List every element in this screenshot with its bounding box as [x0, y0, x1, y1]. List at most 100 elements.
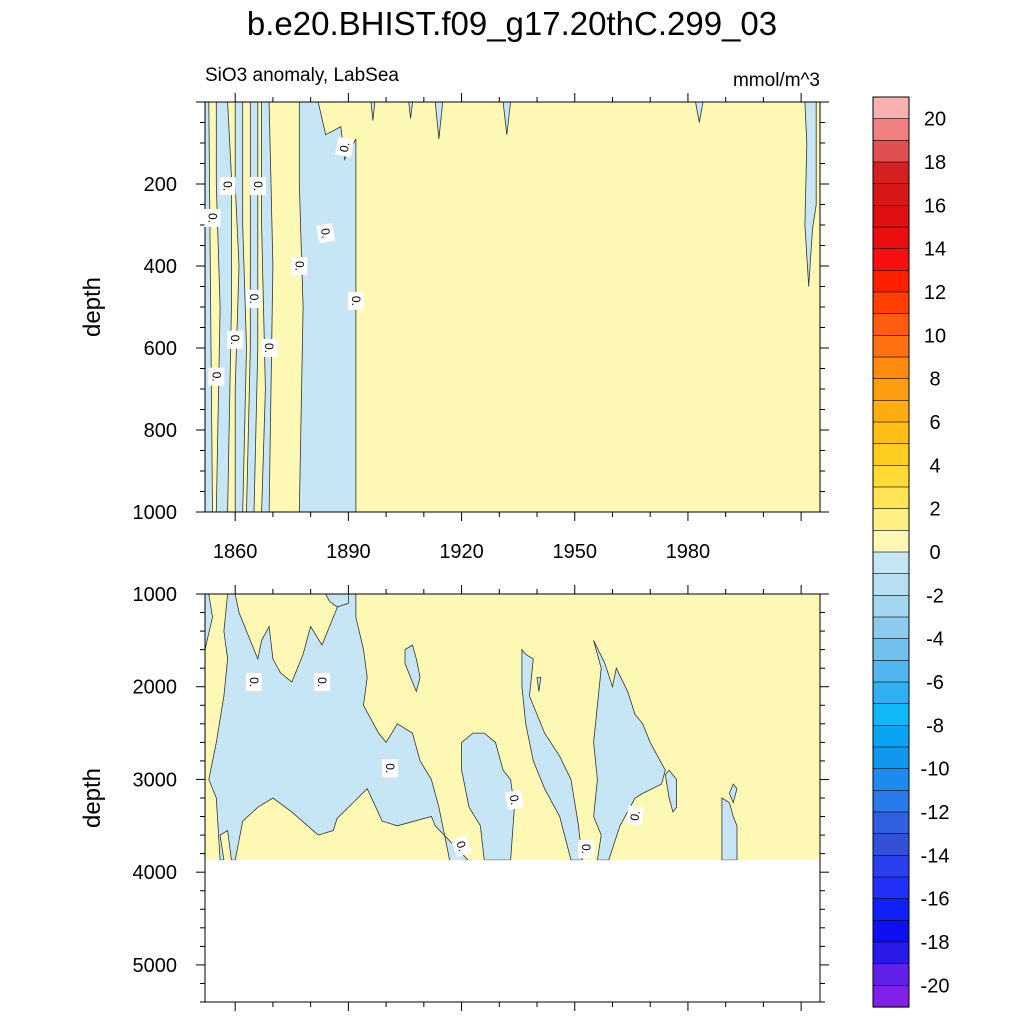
upper-depth-panel: 1860 1890 1920 1950 1980 200 400 600 800 1000 dept…: [79, 93, 829, 563]
colorbar-swatch: [872, 790, 910, 813]
contour-label: 0.: [316, 222, 336, 244]
contour-label-text: 0.: [206, 213, 220, 223]
colorbar-swatch: [872, 226, 910, 250]
contour-label: 0.: [249, 177, 266, 196]
negative-anomaly-region: [434, 102, 444, 139]
x-tick-label: 1890: [326, 541, 371, 563]
positive-anomaly-field: [205, 102, 820, 512]
contour-label-background: [208, 367, 225, 386]
colorbar-swatch: [872, 140, 910, 163]
negative-anomaly-region: [728, 783, 738, 804]
y-axis-label: depth: [79, 277, 106, 337]
colorbar-swatch: [872, 833, 910, 856]
colorbar-tick-label: -14: [921, 845, 950, 867]
colorbar-tick-label: 18: [924, 152, 946, 174]
colorbar-swatch: [872, 421, 910, 445]
colorbar-tick-label: -4: [926, 629, 944, 651]
contour-label-text: 0.: [337, 141, 353, 153]
y-tick-label: 1000: [133, 584, 178, 606]
contour-label-background: [204, 209, 221, 227]
contour-label-background: [249, 177, 266, 196]
contour-label-text: 0.: [579, 844, 593, 854]
colorbar-swatch: [872, 746, 910, 770]
contour-label-background: [291, 257, 308, 275]
colorbar-swatch: [872, 465, 910, 488]
negative-anomaly-region: [370, 102, 376, 121]
colorbar-swatch: [872, 291, 910, 315]
contour-label: 0.: [347, 291, 364, 310]
y-tick-label: 5000: [133, 955, 178, 977]
contour-label-text: 0.: [209, 372, 223, 382]
negative-anomaly-region: [408, 102, 413, 119]
colorbar-tick-label: -16: [921, 889, 950, 911]
colorbar-tick-label: 12: [924, 282, 946, 304]
colorbar-swatch: [872, 855, 910, 878]
contour-label-background: [335, 136, 355, 158]
contour-label-background: [316, 222, 336, 244]
contour-label-background: [261, 339, 278, 357]
negative-anomaly-region: [404, 644, 421, 693]
contour-label: 0.: [335, 136, 355, 158]
variable-subtitle: SiO3 anomaly, LabSea: [205, 65, 399, 86]
contour-label-background: [314, 673, 330, 692]
colorbar-swatch: [872, 248, 910, 271]
contour-label-background: [578, 840, 595, 858]
colorbar-swatch: [872, 941, 910, 965]
contour-label-text: 0.: [507, 794, 523, 806]
contour-label-text: 0.: [247, 677, 261, 687]
contour-label: 0.: [246, 673, 262, 692]
colorbar-swatch: [872, 768, 910, 791]
y-tick-label: 2000: [133, 677, 178, 699]
negative-anomaly-region: [593, 640, 666, 861]
colorbar-swatch: [872, 96, 910, 120]
contour-label-background: [625, 805, 645, 826]
y-tick-label: 4000: [133, 862, 178, 884]
contour-label: 0.: [246, 289, 262, 308]
colorbar-swatch: [872, 898, 910, 921]
colorbar-tick-label: -20: [921, 975, 950, 997]
colorbar-swatch: [872, 486, 910, 510]
contour-label-text: 0.: [318, 227, 334, 239]
negative-anomaly-region: [804, 102, 817, 287]
contour-label: 0.: [208, 367, 225, 386]
contour-label: 0.: [227, 330, 244, 349]
colorbar-tick-label: 14: [924, 239, 946, 261]
y-axis-label: depth: [79, 768, 106, 828]
x-tick-label: 1950: [553, 541, 598, 563]
contour-label: 0.: [219, 177, 236, 196]
colorbar-swatch: [872, 681, 910, 705]
contour-label-text: 0.: [262, 343, 276, 353]
contour-label: 0.: [504, 789, 524, 811]
contour-label-background: [219, 177, 236, 196]
colorbar-swatch: [872, 183, 910, 206]
contour-label: 0.: [291, 257, 308, 275]
contour-label: 0.: [451, 835, 473, 858]
colorbar-swatch: [872, 335, 910, 358]
colorbar-swatch: [872, 508, 910, 531]
contour-label-text: 0.: [221, 181, 235, 191]
colorbar-swatch: [872, 161, 910, 185]
negative-anomaly-region: [664, 769, 677, 813]
y-tick-label: 800: [144, 420, 177, 442]
colorbar-swatch: [872, 920, 910, 943]
y-tick-label: 1000: [133, 502, 178, 524]
units-subtitle: mmol/m^3: [733, 70, 820, 91]
colorbar-swatch: [872, 118, 910, 141]
colorbar-swatch: [872, 876, 910, 900]
colorbar-swatch: [872, 378, 910, 401]
negative-anomaly-region: [261, 102, 274, 512]
contour-label-background: [381, 759, 398, 778]
contour-label-text: 0.: [349, 296, 363, 306]
figure-title: b.e20.BHIST.f09_g17.20thC.299_03: [247, 5, 777, 42]
contour-label: 0.: [204, 209, 221, 227]
negative-anomaly-region: [205, 594, 213, 650]
colorbar-swatch: [872, 811, 910, 835]
colorbar-tick-label: 10: [924, 325, 946, 347]
x-tick-label: 1860: [213, 541, 258, 563]
contour-label-text: 0.: [292, 261, 306, 271]
negative-anomaly-region: [502, 102, 512, 135]
colorbar-tick-label: -18: [921, 932, 950, 954]
colorbar-tick-label: -12: [921, 802, 950, 824]
contour-label-background: [227, 330, 244, 349]
